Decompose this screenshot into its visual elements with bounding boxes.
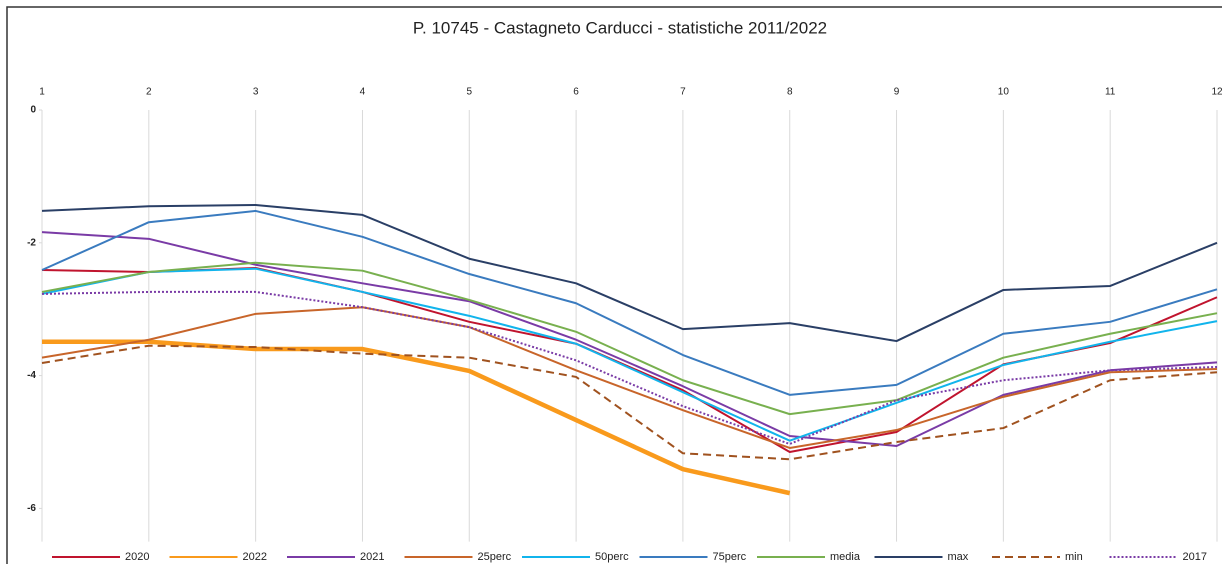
x-tick-label: 4 xyxy=(360,87,366,98)
x-tick-label: 10 xyxy=(998,87,1010,98)
legend-label: 2021 xyxy=(360,551,384,563)
x-tick-label: 11 xyxy=(1105,87,1116,98)
chart-frame xyxy=(6,6,1222,564)
legend-label: 2020 xyxy=(125,551,149,563)
chart-title: P. 10745 - Castagneto Carducci - statist… xyxy=(413,18,827,37)
series-line xyxy=(42,339,791,496)
x-tick-label: 5 xyxy=(466,87,472,98)
x-tick-label: 7 xyxy=(680,87,686,98)
x-tick-label: 1 xyxy=(39,87,45,98)
x-tick-label: 3 xyxy=(253,87,259,98)
legend-label: media xyxy=(830,551,861,563)
x-tick-label: 12 xyxy=(1211,87,1222,98)
series-line xyxy=(41,203,1218,343)
x-tick-label: 6 xyxy=(573,87,579,98)
y-tick-label: -6 xyxy=(27,503,36,514)
legend-label: 50perc xyxy=(595,551,629,563)
x-tick-label: 9 xyxy=(894,87,900,98)
series-line xyxy=(41,290,1218,445)
series-line xyxy=(41,306,1218,449)
legend-label: min xyxy=(1065,551,1083,563)
legend-label: max xyxy=(948,551,969,563)
y-tick-label: -4 xyxy=(27,370,36,381)
legend-label: 2017 xyxy=(1183,551,1207,563)
series-line xyxy=(41,231,1218,447)
x-tick-label: 8 xyxy=(787,87,793,98)
legend-label: 25perc xyxy=(478,551,512,563)
series-line xyxy=(41,209,1218,396)
y-tick-label: -2 xyxy=(27,237,36,248)
series-line xyxy=(41,267,1218,442)
series-line xyxy=(41,344,1218,461)
y-tick-label: 0 xyxy=(30,105,36,116)
legend-label: 75perc xyxy=(713,551,747,563)
x-tick-label: 2 xyxy=(146,87,152,98)
legend-label: 2022 xyxy=(243,551,267,563)
series-line xyxy=(41,261,1218,416)
